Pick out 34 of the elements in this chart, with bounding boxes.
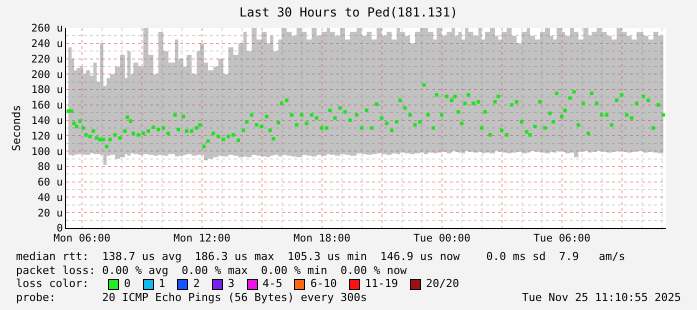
chart-title: Last 30 Hours to Ped(181.131) — [239, 4, 458, 20]
text: 1 — [158, 277, 166, 290]
y-tick-label: 100 u — [31, 146, 63, 158]
text: packet loss: 0.00 % avg 0.00 % max 0.00 % min 0.00 % now — [16, 264, 407, 276]
x-tick-label: Tue 00:00 — [414, 232, 470, 245]
x-tick-label: Mon 18:00 — [294, 232, 350, 245]
x-tick-label: Tue 06:00 — [534, 232, 590, 245]
text: 2 — [193, 277, 200, 290]
text: 11-19 — [364, 277, 398, 290]
text: 6-10 — [310, 277, 337, 290]
y-tick-label: 160 u — [31, 100, 63, 112]
x-tick-label: Mon 12:00 — [174, 232, 230, 245]
y-tick-label: 80 u — [38, 161, 63, 174]
y-tick-label: 0 — [56, 222, 63, 235]
y-axis-title: Seconds — [10, 104, 23, 152]
text: probe: 20 ICMP Echo Pings (56 Bytes) every 300s — [16, 290, 367, 304]
y-tick-label: 220 u — [31, 53, 63, 66]
y-tick-label: 240 u — [31, 38, 63, 50]
text: 4-5 — [262, 277, 282, 290]
text: 20/20 — [426, 277, 460, 290]
y-tick-label: 20 u — [38, 207, 63, 220]
text: median rtt: 138.7 us avg 186.3 us max 105.3 us min 146.9 us now 0.0 ms sd 7.9 am/s — [16, 250, 626, 263]
y-tick-label: 60 u — [38, 176, 63, 189]
x-tick-label: Mon 06:00 — [54, 232, 110, 245]
y-tick-label: 260 u — [31, 22, 63, 35]
y-tick-label: 40 u — [38, 192, 63, 204]
text: Tue Nov 25 11:10:55 2025 — [522, 290, 681, 304]
y-tick-label: 140 u — [31, 114, 63, 127]
y-tick-label: 180 u — [31, 84, 63, 96]
text: 3 — [228, 277, 234, 290]
text: 0 — [124, 277, 131, 290]
y-tick-label: 120 u — [31, 130, 63, 142]
text: loss color: — [16, 277, 89, 290]
y-tick-label: 200 u — [31, 68, 63, 81]
